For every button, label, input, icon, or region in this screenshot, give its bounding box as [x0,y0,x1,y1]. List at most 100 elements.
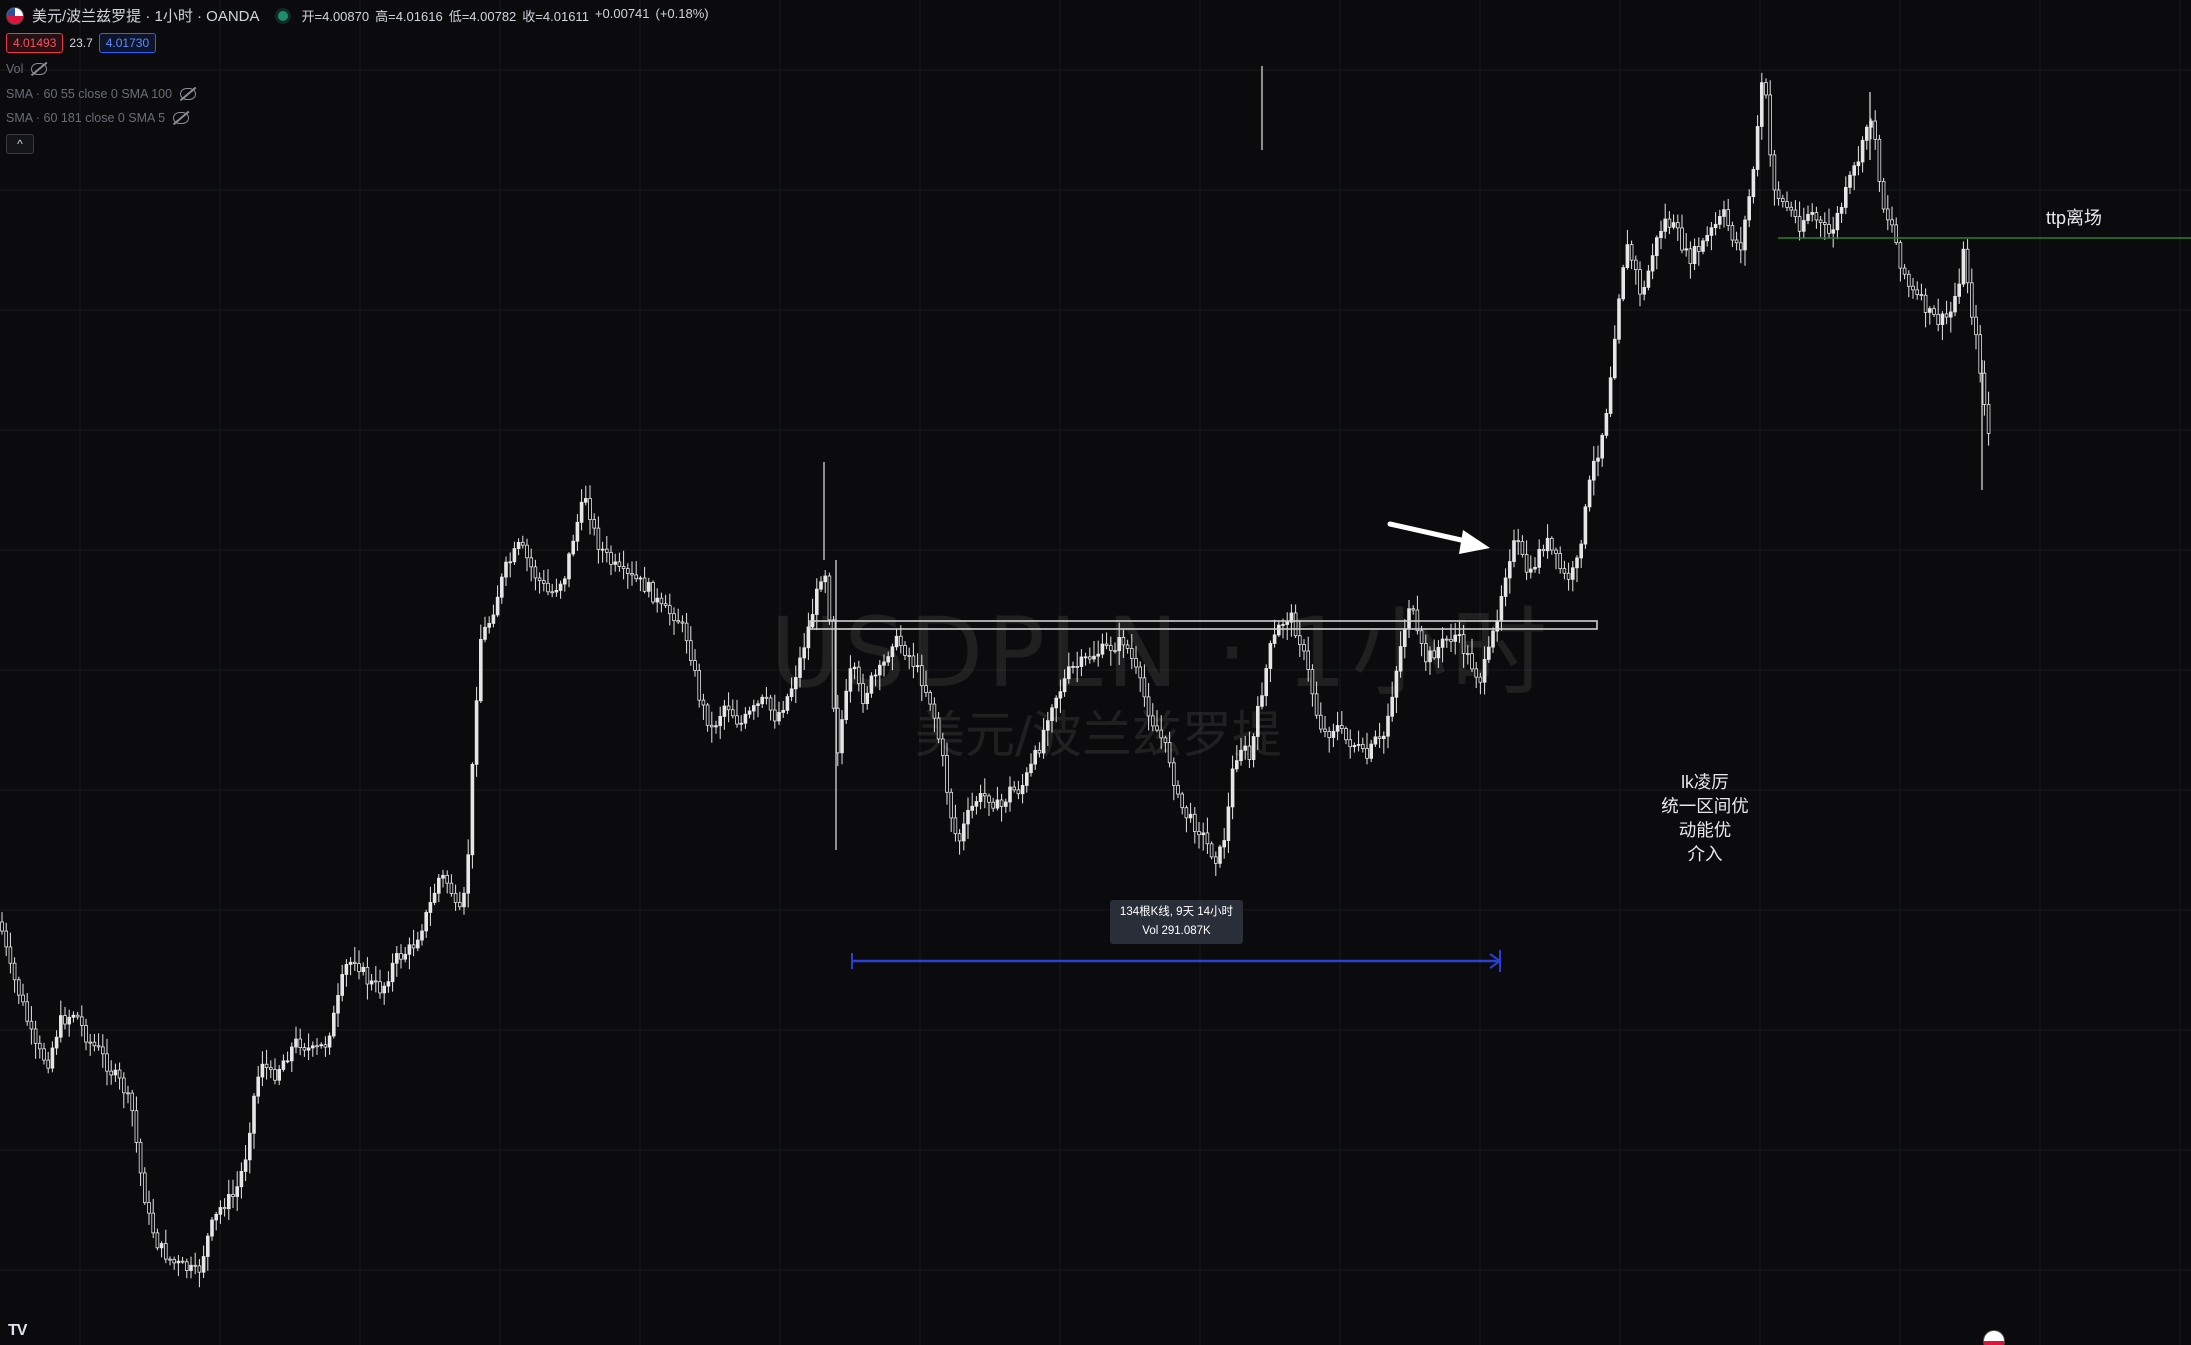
symbol-title[interactable]: 美元/波兰兹罗提 · 1小时 · OANDA [32,8,260,25]
bearish-candle [911,655,916,667]
bullish-candle [1251,736,1256,760]
tradingview-logo-icon[interactable]: TV [8,1322,27,1339]
bullish-candle [1684,248,1689,251]
bearish-candle [231,1194,235,1197]
bearish-candle [924,685,928,693]
bid-price-button[interactable]: 4.01493 [6,33,64,53]
close-label: 收= [522,9,543,24]
bullish-candle [1457,634,1462,636]
bullish-candle [1062,678,1067,693]
bullish-candle [239,1171,244,1188]
candles[interactable] [0,66,1991,1288]
bearish-candle [33,1028,38,1044]
bearish-candle [1310,669,1315,695]
bearish-candle [1541,548,1546,552]
bullish-candle [1503,577,1508,597]
bearish-candle [352,961,357,965]
bearish-candle [1730,225,1735,241]
bearish-candle [1449,638,1453,642]
bearish-candle [701,699,706,706]
bearish-candle [163,1243,168,1260]
bearish-candle [1411,608,1416,611]
bearish-candle [1121,637,1126,646]
bearish-candle [130,1092,135,1112]
bullish-candle [1760,82,1764,127]
bearish-candle [1974,316,1978,336]
bearish-candle [1667,218,1672,228]
bearish-candle [1814,212,1819,221]
bearish-candle [268,1067,273,1070]
bearish-candle [453,892,458,903]
trade-note[interactable]: lk凌厉 统一区间优 动能优 介入 [1605,770,1805,866]
bullish-candle [869,675,874,694]
bullish-candle [1453,634,1458,642]
bearish-candle [1894,224,1899,244]
bullish-candle [1281,624,1285,626]
bearish-candle [378,981,382,994]
bullish-candle [407,944,412,955]
bearish-candle [1726,209,1731,226]
bearish-candle [1012,786,1016,791]
bullish-candle [495,596,500,616]
market-status-icon[interactable] [277,10,288,21]
bullish-candle [756,703,760,706]
bearish-candle [1818,219,1823,223]
bullish-candle [210,1219,214,1237]
bullish-candle [289,1046,294,1062]
collapse-legend-button[interactable]: ^ [6,134,34,154]
bullish-candle [1335,725,1340,732]
bearish-candle [142,1172,147,1203]
bearish-candle [768,697,773,711]
bullish-candle [563,578,567,585]
bearish-candle [1088,656,1092,660]
bullish-candle [483,626,487,640]
bullish-candle [1398,646,1403,672]
bearish-candle [264,1063,269,1068]
bullish-candle [1033,749,1038,765]
bearish-candle [903,645,907,656]
bearish-candle [273,1069,277,1081]
bullish-candle [50,1047,55,1069]
bullish-candle [1865,126,1869,141]
indicator-sma-5[interactable]: SMA · 60 181 close 0 SMA 5 [6,111,190,125]
bullish-candle [1268,643,1273,669]
bullish-candle [571,540,575,555]
bullish-candle [1239,749,1243,762]
bullish-candle [789,688,794,697]
bearish-candle [542,580,546,584]
bullish-candle [1050,707,1054,722]
ask-price-button[interactable]: 4.01730 [98,33,157,53]
bearish-candle [323,1044,328,1048]
eye-off-icon[interactable] [31,63,48,75]
bullish-candle [1054,697,1059,709]
range-box-drawing[interactable] [809,620,1598,630]
indicator-vol[interactable]: Vol [6,62,48,76]
bearish-candle [827,575,832,621]
bullish-candle [1272,634,1277,644]
bearish-candle [663,603,668,606]
bearish-candle [1424,643,1428,663]
bullish-candle [1256,705,1260,737]
bearish-candle [605,548,609,553]
eye-off-icon[interactable] [180,88,197,100]
bearish-candle [1172,762,1176,786]
bearish-candle [861,683,865,705]
ttp-exit-label[interactable]: ttp离场 [2046,208,2103,228]
bearish-candle [609,551,613,565]
bearish-candle [731,709,735,717]
bearish-candle [932,703,937,719]
arrow-annotation[interactable] [1387,521,1490,554]
bullish-candle [54,1036,59,1049]
currency-flag-icon[interactable] [1983,1330,2005,1345]
bearish-candle [134,1110,139,1143]
bullish-candle [344,964,349,975]
indicator-sma-100[interactable]: SMA · 60 55 close 0 SMA 100 [6,87,197,101]
date-range-measure[interactable] [851,950,1502,972]
bearish-candle [1524,554,1529,573]
bearish-candle [999,799,1004,807]
eye-off-icon[interactable] [173,112,190,124]
bullish-candle [235,1186,240,1197]
bullish-candle [159,1243,164,1249]
